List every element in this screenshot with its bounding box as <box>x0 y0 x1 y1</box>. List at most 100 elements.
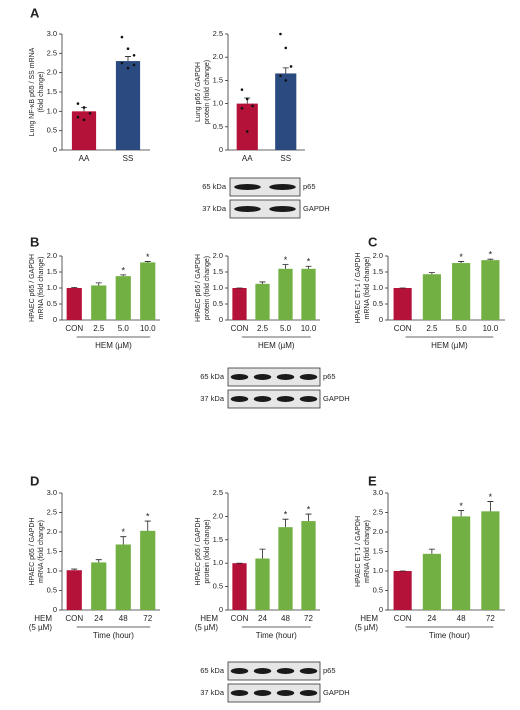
bar <box>275 73 296 150</box>
y-tick-label: 2.0 <box>213 511 223 520</box>
bar <box>481 511 499 610</box>
bar <box>278 269 292 320</box>
data-point <box>241 107 244 110</box>
blot-band <box>269 206 296 212</box>
x-tick-label: 10.0 <box>140 324 156 333</box>
blot-name: GAPDH <box>303 204 330 213</box>
y-axis-label: Lung NF-κB p65 / SS mRNA <box>29 47 36 136</box>
significance-star: * <box>146 252 150 262</box>
x-tick-label: SS <box>280 154 291 163</box>
y-tick-label: 2.0 <box>213 52 223 61</box>
data-point <box>246 130 249 133</box>
blot-name: GAPDH <box>323 688 350 697</box>
bar <box>232 563 246 610</box>
error-bar <box>260 549 266 558</box>
x-axis-label: HEM (µM) <box>95 341 132 350</box>
y-tick-label: 1.5 <box>213 75 223 84</box>
significance-star: * <box>489 250 493 260</box>
error-bar <box>125 56 131 61</box>
bar <box>452 516 470 610</box>
y-tick-label: 1.5 <box>47 267 57 276</box>
error-bar <box>96 560 102 563</box>
y-axis-label: HPAEC p65 / GAPDH <box>195 254 202 322</box>
blot-size: 37 kDa <box>200 394 225 403</box>
data-point <box>284 79 287 82</box>
data-point <box>241 88 244 91</box>
significance-star: * <box>489 492 493 502</box>
significance-star: * <box>307 504 311 514</box>
x-tick-label: CON <box>231 614 249 623</box>
bar <box>116 544 131 610</box>
y-axis-label: HPAEC ET-1 / GAPDH <box>355 516 362 587</box>
data-point <box>290 65 293 68</box>
error-bar <box>96 283 102 286</box>
y-tick-label: 0 <box>219 315 223 324</box>
bar <box>394 571 412 610</box>
blot-size: 37 kDa <box>200 688 225 697</box>
y-tick-label: 2.0 <box>373 527 383 536</box>
y-axis-label: protein (fold change) <box>204 60 211 124</box>
blot-band <box>254 690 271 696</box>
blot-band <box>300 396 317 402</box>
y-axis-label: HPAEC ET-1 / GAPDH <box>355 252 362 323</box>
error-bar <box>120 537 126 545</box>
data-point <box>77 102 80 105</box>
y-tick-label: 0 <box>53 145 57 154</box>
blot-band <box>277 668 294 674</box>
significance-star: * <box>459 252 463 262</box>
y-tick-label: 1.5 <box>373 546 383 555</box>
x-tick-label: 72 <box>304 614 313 623</box>
x-tick-label: 10.0 <box>483 324 499 333</box>
blot-size: 65 kDa <box>200 666 225 675</box>
error-bar <box>145 521 151 531</box>
y-tick-label: 1.0 <box>213 558 223 567</box>
bar <box>91 562 106 610</box>
y-tick-label: 2.0 <box>47 68 57 77</box>
error-bar <box>429 273 435 275</box>
bar <box>116 276 131 320</box>
data-point <box>279 74 282 77</box>
y-tick-label: 3.0 <box>47 29 57 38</box>
error-bar <box>458 511 464 517</box>
y-axis-label: mRNA (fold change) <box>364 256 371 319</box>
data-point <box>127 67 130 70</box>
blot-band <box>231 668 248 674</box>
y-axis-label: HPAEC p65 / GAPDH <box>29 518 36 586</box>
blot-band <box>300 374 317 380</box>
y-axis-label: mRNA (fold change) <box>364 520 371 583</box>
y-axis-label: HPAEC p65 / GAPDH <box>195 518 202 586</box>
x-axis-label: HEM (µM) <box>258 341 295 350</box>
bar <box>481 260 499 320</box>
y-tick-label: 0.5 <box>213 299 223 308</box>
panel-letter: E <box>368 473 377 488</box>
y-tick-label: 0.5 <box>213 582 223 591</box>
x-tick-label: SS <box>123 154 134 163</box>
x-tick-label: AA <box>79 154 90 163</box>
y-tick-label: 0 <box>219 605 223 614</box>
y-tick-label: 0.5 <box>213 122 223 131</box>
error-bar <box>283 68 289 74</box>
row-label: HEM <box>200 614 218 623</box>
row-label: HEM <box>34 614 52 623</box>
bar <box>452 263 470 320</box>
blot-band <box>231 374 248 380</box>
y-tick-label: 2.0 <box>213 251 223 260</box>
blot-band <box>277 374 294 380</box>
y-tick-label: 0 <box>53 315 57 324</box>
blot-size: 65 kDa <box>200 372 225 381</box>
y-tick-label: 3.0 <box>373 488 383 497</box>
y-tick-label: 1.0 <box>373 283 383 292</box>
bar <box>67 288 82 320</box>
blot-name: p65 <box>303 182 316 191</box>
x-tick-label: CON <box>394 614 412 623</box>
blot-band <box>277 690 294 696</box>
blot-band <box>269 184 296 190</box>
blot-band <box>254 374 271 380</box>
y-axis-label: mRNA (fold change) <box>38 520 45 583</box>
x-tick-label: 2.5 <box>93 324 105 333</box>
significance-star: * <box>146 511 150 521</box>
y-tick-label: 0 <box>379 315 383 324</box>
y-tick-label: 2.5 <box>213 488 223 497</box>
y-tick-label: 2.0 <box>47 527 57 536</box>
blot-band <box>300 690 317 696</box>
